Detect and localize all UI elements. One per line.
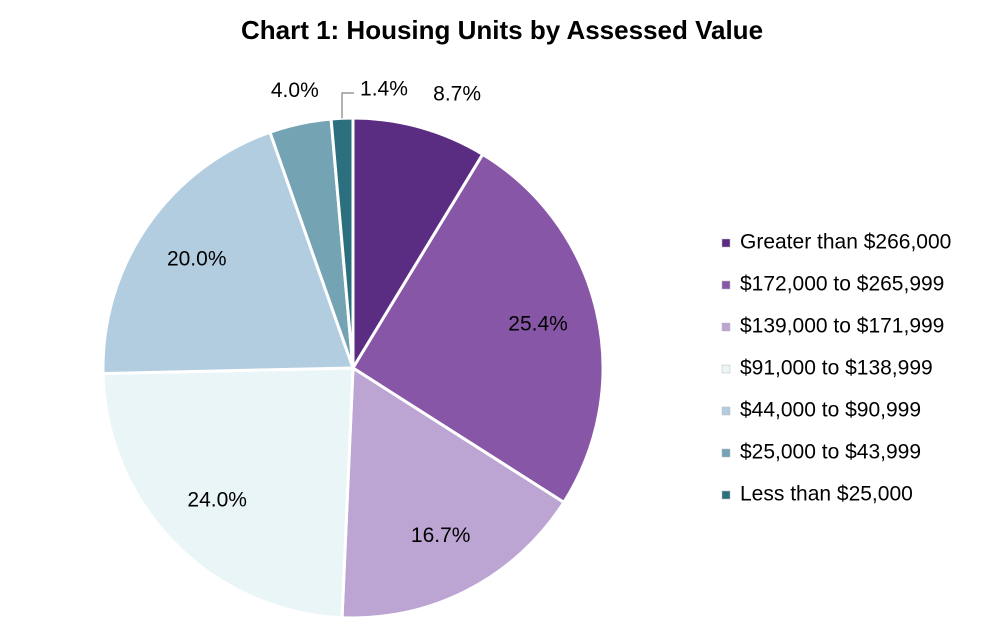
legend-swatch — [721, 238, 731, 248]
pie-slice — [329, 116, 355, 369]
legend-label: $172,000 to $265,999 — [740, 273, 944, 296]
legend-swatch — [721, 364, 731, 374]
legend-swatch — [721, 322, 731, 332]
legend-swatch — [721, 406, 731, 416]
data-label: 24.0% — [187, 488, 247, 511]
legend-label: $91,000 to $138,999 — [740, 357, 933, 380]
legend-label: $25,000 to $43,999 — [740, 441, 921, 464]
pie-slice — [101, 366, 355, 620]
legend-swatch — [721, 280, 731, 290]
legend-label: Less than $25,000 — [740, 483, 913, 506]
leader-line — [341, 92, 355, 119]
data-label: 1.4% — [360, 78, 408, 101]
legend-label: $44,000 to $90,999 — [740, 399, 921, 422]
legend-label: Greater than $266,000 — [740, 231, 951, 254]
legend-swatch — [721, 448, 731, 458]
data-label: 25.4% — [508, 312, 568, 335]
data-label: 20.0% — [167, 247, 227, 270]
data-label: 16.7% — [411, 524, 471, 547]
legend-label: $139,000 to $171,999 — [740, 315, 944, 338]
data-label: 8.7% — [433, 83, 481, 106]
pie-slice — [351, 116, 485, 374]
data-label: 4.0% — [271, 79, 319, 102]
pie-slice — [340, 365, 566, 620]
chart-title: Chart 1: Housing Units by Assessed Value — [241, 15, 763, 45]
pie-slice — [350, 152, 605, 505]
legend-swatch — [721, 490, 731, 500]
